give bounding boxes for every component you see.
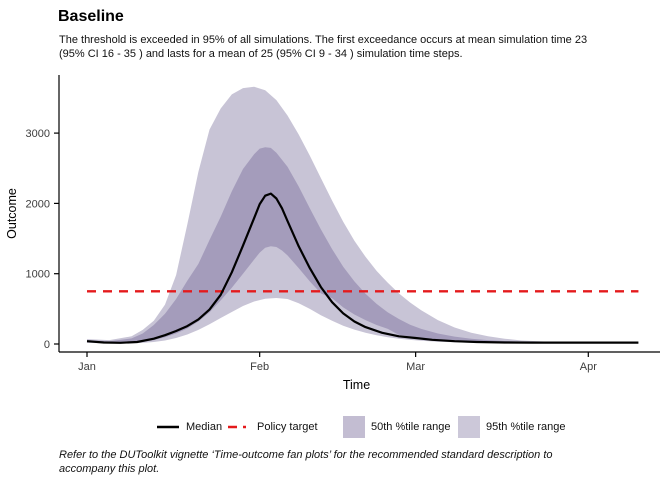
median-line-key-icon	[157, 425, 179, 428]
legend-label-median: Median	[186, 420, 223, 433]
plot-subtitle-line2: (95% CI 16 - 35 ) and lasts for a mean o…	[59, 48, 463, 60]
chart-legend: Median Policy target 50th %tile range 95…	[0, 415, 672, 439]
legend-label-50th-percentile: 50th %tile range	[371, 420, 451, 433]
svg-text:Outcome: Outcome	[5, 188, 19, 239]
legend-item-50th-percentile: 50th %tile range	[343, 415, 451, 438]
plot-subtitle: The threshold is exceeded in 95% of all …	[59, 33, 587, 61]
svg-text:1000: 1000	[26, 269, 50, 281]
legend-label-policy-target: Policy target	[257, 420, 318, 433]
plot-subtitle-line1: The threshold is exceeded in 95% of all …	[59, 34, 588, 46]
legend-item-95th-percentile: 95th %tile range	[458, 415, 566, 438]
legend-item-policy-target: Policy target	[228, 415, 318, 438]
footer-note-line1: Refer to the DUToolkit vignette ‘Time-ou…	[59, 449, 553, 461]
95th-percentile-swatch-icon	[458, 415, 480, 438]
50th-percentile-swatch-icon	[343, 415, 365, 438]
footer-note-line2: accompany this plot.	[59, 462, 160, 475]
svg-text:Apr: Apr	[580, 361, 597, 373]
svg-text:Time: Time	[343, 378, 370, 392]
svg-text:0: 0	[44, 339, 50, 351]
svg-text:Mar: Mar	[406, 361, 425, 373]
footer-note: Refer to the DUToolkit vignette ‘Time-ou…	[59, 449, 553, 476]
legend-label-95th-percentile: 95th %tile range	[486, 420, 566, 433]
svg-text:Jan: Jan	[78, 361, 96, 373]
policy-target-dash-key-icon	[228, 425, 250, 428]
plot-title: Baseline	[58, 8, 124, 25]
svg-text:Feb: Feb	[250, 361, 269, 373]
fan-chart: 0 1000 2000 3000 Jan Feb Mar Apr Time Outcome	[5, 75, 660, 392]
svg-text:3000: 3000	[26, 128, 50, 140]
legend-item-median: Median	[157, 415, 222, 438]
svg-text:2000: 2000	[26, 198, 50, 210]
